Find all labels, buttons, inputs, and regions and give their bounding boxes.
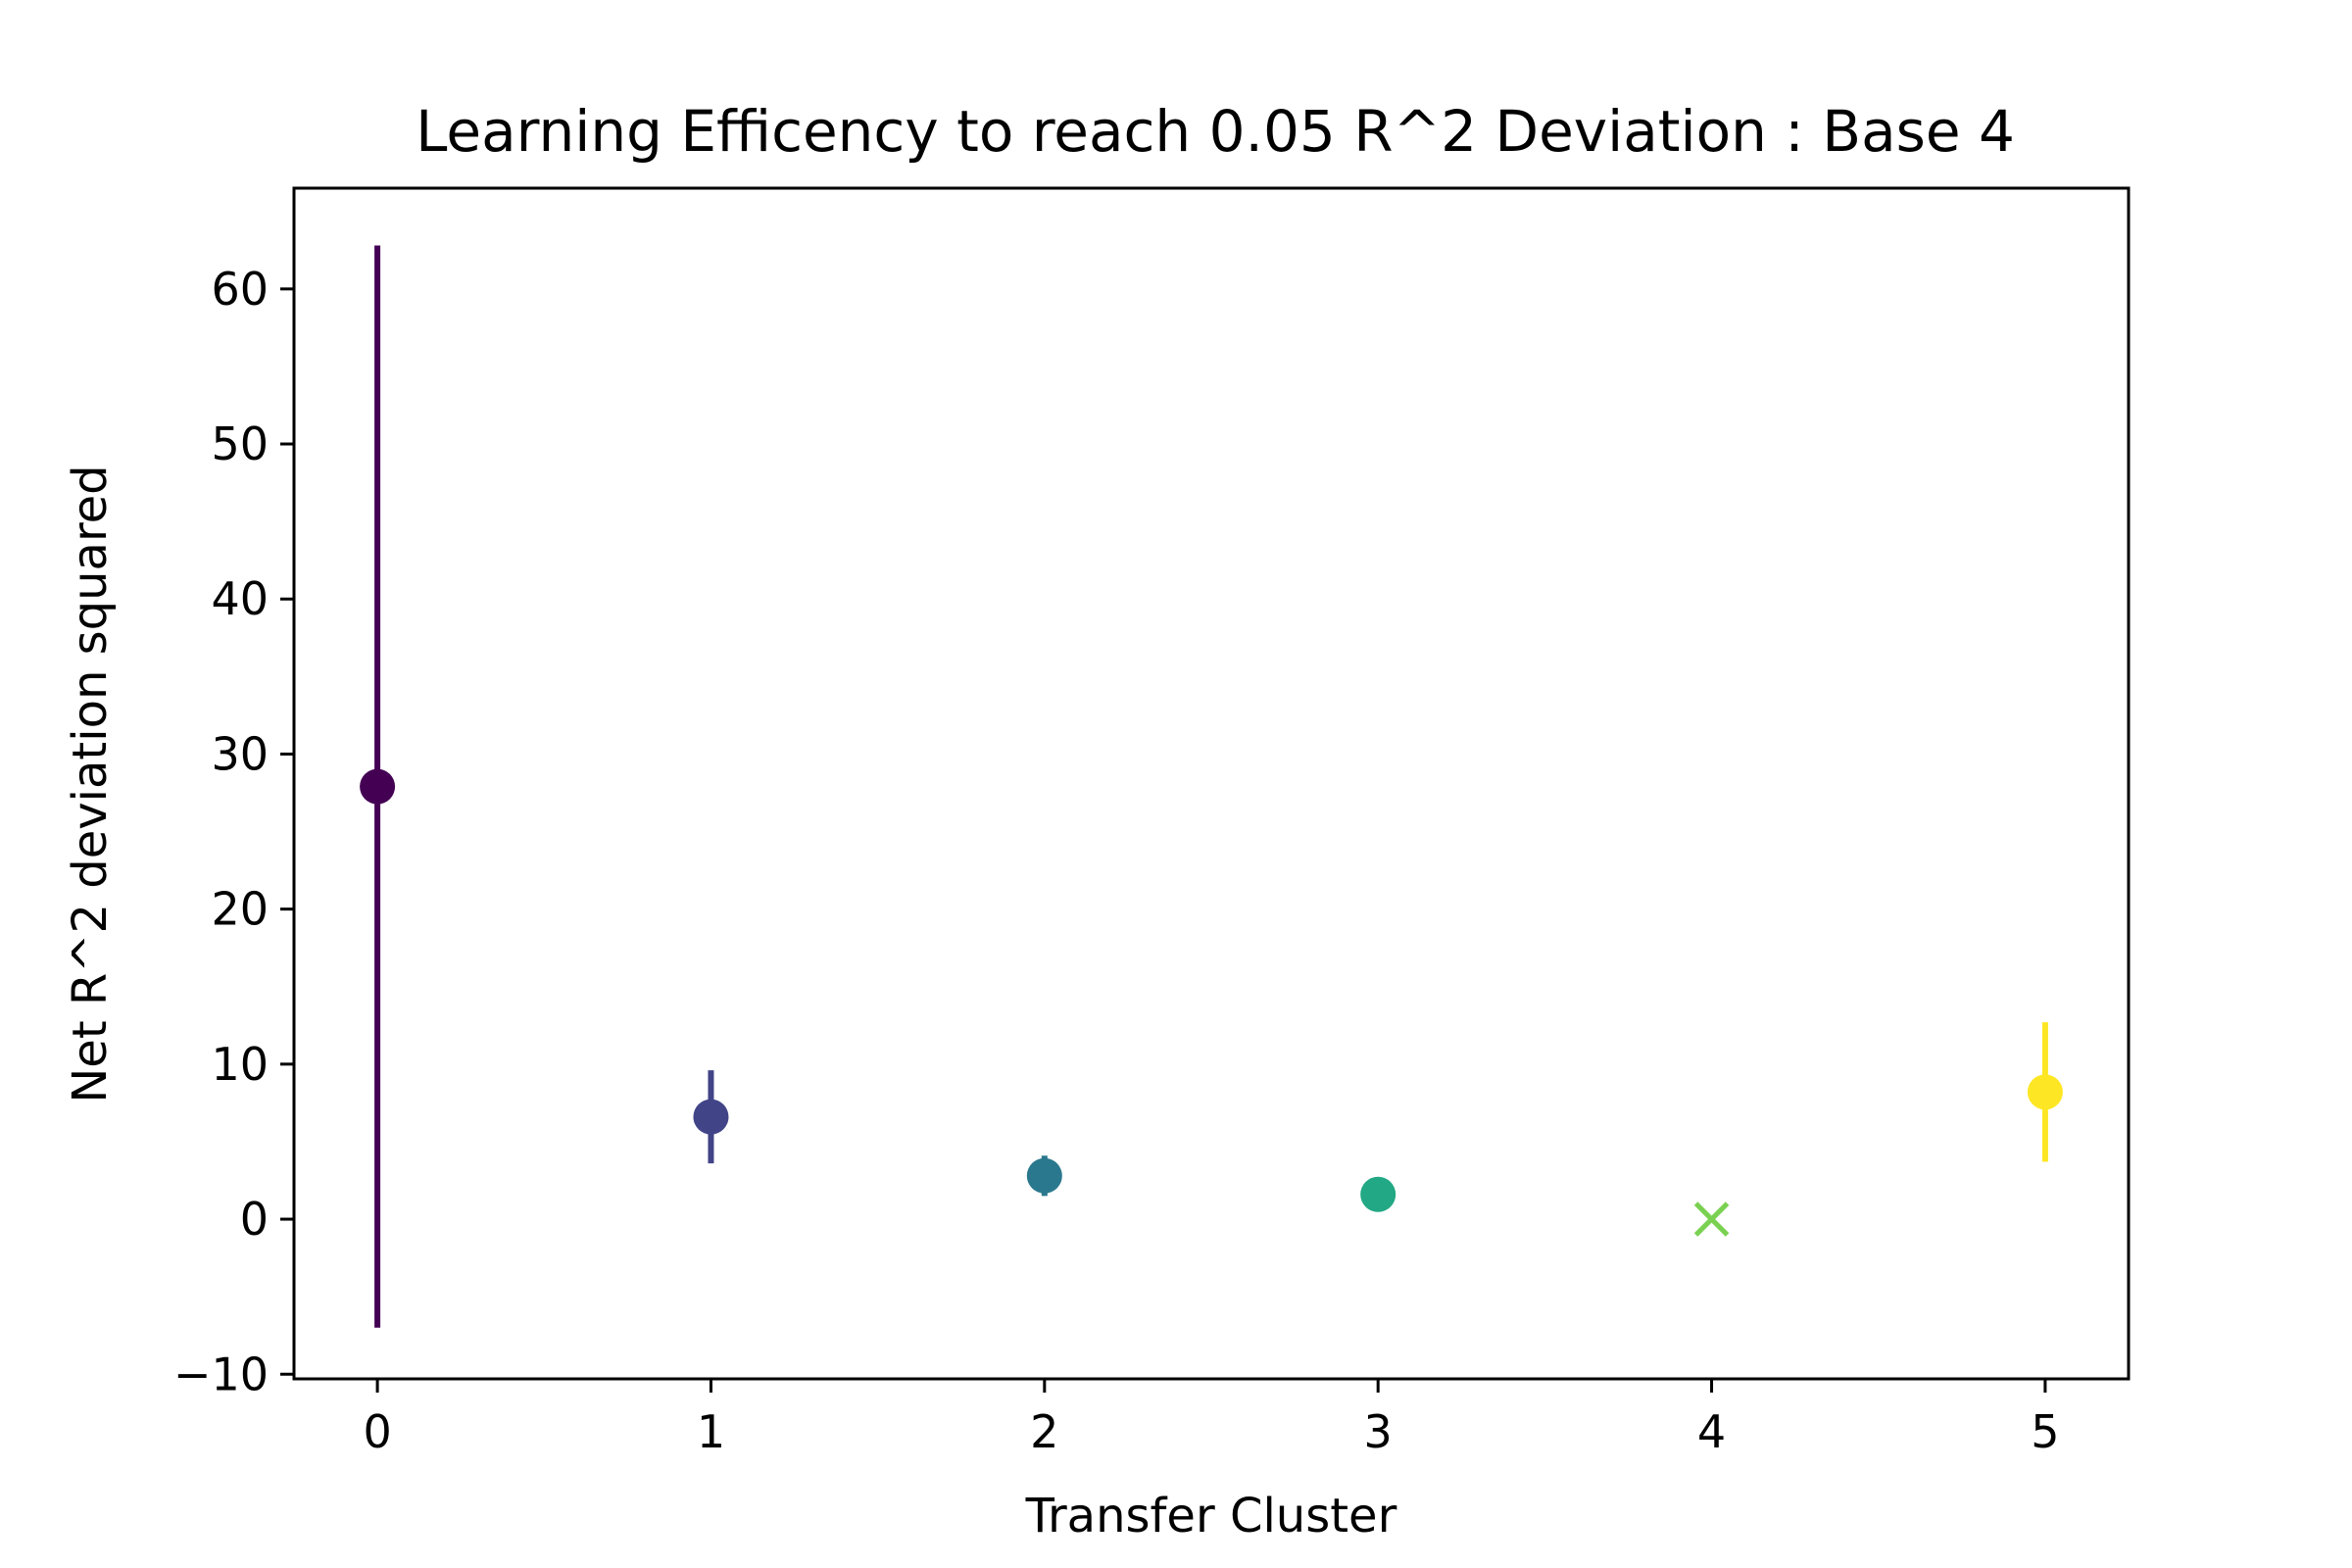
data-point-marker-1 xyxy=(693,1099,729,1135)
y-tick-label: 10 xyxy=(211,1038,269,1091)
x-tick-label: 1 xyxy=(697,1405,725,1458)
data-point-marker-5 xyxy=(2027,1074,2063,1110)
chart-title: Learning Efficency to reach 0.05 R^2 Dev… xyxy=(416,98,2015,165)
data-point-marker-0 xyxy=(360,768,396,805)
x-tick-label: 4 xyxy=(1697,1405,1726,1458)
data-point-marker-3 xyxy=(1360,1176,1396,1212)
plot-frame xyxy=(292,186,2131,1381)
y-tick-label: 20 xyxy=(211,883,269,936)
y-tick-label: 40 xyxy=(211,572,269,625)
y-axis-label: Net R^2 deviation squared xyxy=(63,465,118,1102)
data-point-marker-2 xyxy=(1026,1157,1062,1194)
x-tick-label: 0 xyxy=(363,1405,391,1458)
x-marker-stroke xyxy=(1693,1201,1730,1237)
x-axis-label: Transfer Cluster xyxy=(1025,1489,1397,1544)
x-tick-label: 5 xyxy=(2031,1405,2059,1458)
y-tick-label: 0 xyxy=(240,1193,269,1246)
x-tick-label: 2 xyxy=(1030,1405,1058,1458)
data-point-marker-4 xyxy=(1693,1201,1730,1237)
y-tick-label: −10 xyxy=(173,1348,269,1400)
y-tick-label: 30 xyxy=(211,727,269,780)
y-tick-label: 50 xyxy=(211,417,269,470)
y-tick-label: 60 xyxy=(211,263,269,316)
x-tick-label: 3 xyxy=(1364,1405,1393,1458)
